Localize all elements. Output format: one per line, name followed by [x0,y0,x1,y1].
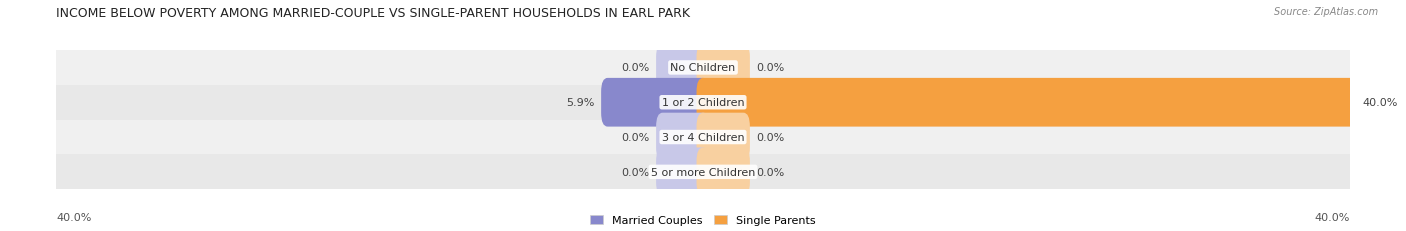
FancyBboxPatch shape [696,113,749,162]
Text: INCOME BELOW POVERTY AMONG MARRIED-COUPLE VS SINGLE-PARENT HOUSEHOLDS IN EARL PA: INCOME BELOW POVERTY AMONG MARRIED-COUPL… [56,7,690,20]
Text: No Children: No Children [671,63,735,73]
Text: 0.0%: 0.0% [756,167,785,177]
Text: 0.0%: 0.0% [621,167,650,177]
Text: 5.9%: 5.9% [567,98,595,108]
Text: 0.0%: 0.0% [621,63,650,73]
FancyBboxPatch shape [696,44,749,92]
Text: 3 or 4 Children: 3 or 4 Children [662,132,744,143]
FancyBboxPatch shape [657,113,710,162]
Bar [56,51,1350,85]
Text: Source: ZipAtlas.com: Source: ZipAtlas.com [1274,7,1378,17]
FancyBboxPatch shape [696,79,1357,127]
Text: 0.0%: 0.0% [756,63,785,73]
FancyBboxPatch shape [602,79,710,127]
Bar [56,120,1350,155]
Text: 40.0%: 40.0% [56,212,91,222]
Text: 40.0%: 40.0% [1362,98,1398,108]
Text: 40.0%: 40.0% [1315,212,1350,222]
FancyBboxPatch shape [657,44,710,92]
Bar [56,155,1350,189]
Text: 1 or 2 Children: 1 or 2 Children [662,98,744,108]
Text: 5 or more Children: 5 or more Children [651,167,755,177]
FancyBboxPatch shape [696,148,749,196]
Legend: Married Couples, Single Parents: Married Couples, Single Parents [591,215,815,225]
Text: 0.0%: 0.0% [621,132,650,143]
Text: 0.0%: 0.0% [756,132,785,143]
FancyBboxPatch shape [657,148,710,196]
Bar [56,85,1350,120]
